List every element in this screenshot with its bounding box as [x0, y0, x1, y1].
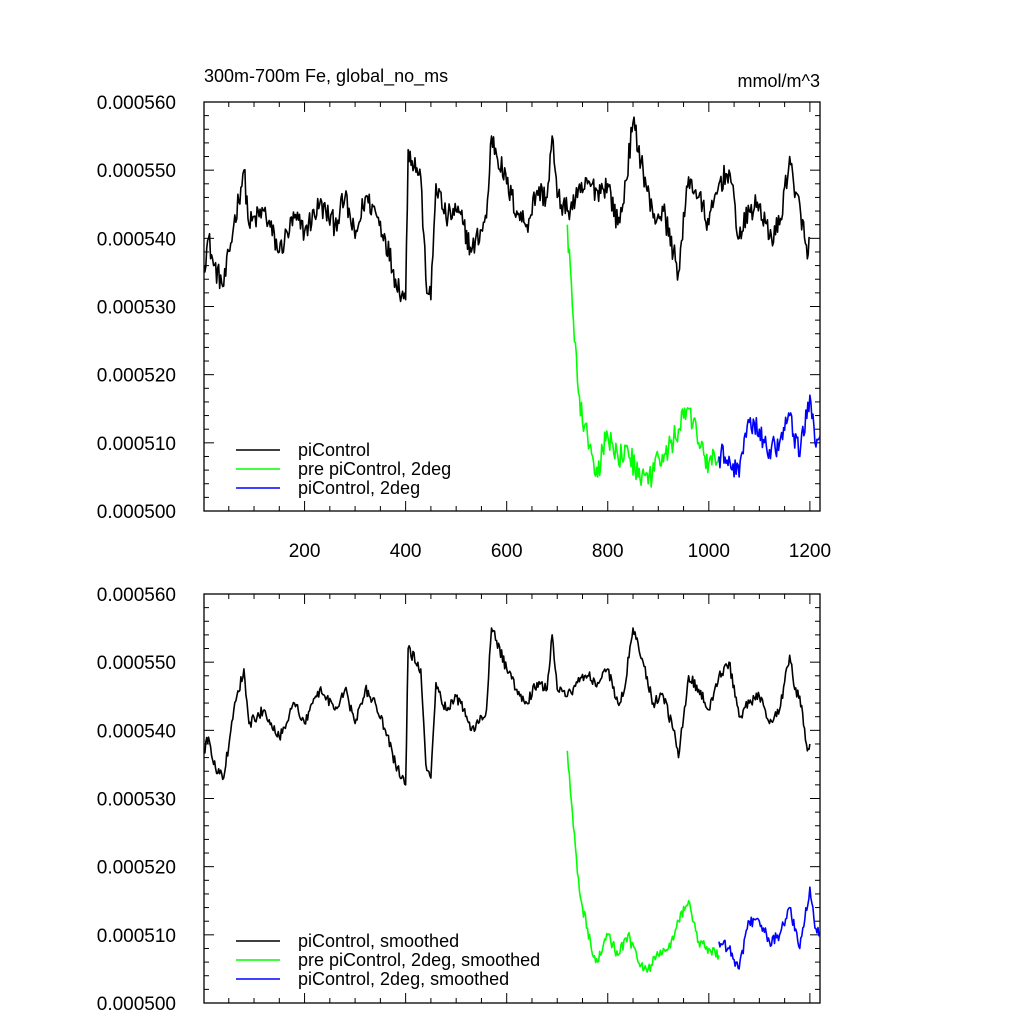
- legend-label: pre piControl, 2deg: [298, 459, 451, 479]
- y-tick-label: 0.000530: [97, 790, 176, 811]
- y-tick-label: 0.000500: [97, 502, 176, 523]
- y-tick-label: 0.000520: [97, 858, 176, 879]
- y-tick-label: 0.000500: [97, 994, 176, 1015]
- series-line: [718, 394, 820, 478]
- y-tick-label: 0.000510: [97, 926, 176, 947]
- series-line: [566, 750, 720, 973]
- bottom-panel: 0.000500 0.000510 0.000520 0.000530 0.000540…: [97, 585, 821, 1015]
- y-tick-label: 0.000540: [97, 229, 176, 250]
- legend-label: piControl, smoothed: [298, 931, 459, 951]
- y-tick-label: 0.000530: [97, 298, 176, 319]
- plot-frame: [203, 593, 821, 1004]
- y-tick-label: 0.000540: [97, 721, 176, 742]
- chart-title: 300m-700m Fe, global_no_ms: [204, 66, 448, 87]
- x-tick-label: 1200: [789, 541, 831, 562]
- y-tick-label: 0.000510: [97, 434, 176, 455]
- units-label: mmol/m^3: [738, 71, 820, 91]
- legend-label: piControl, 2deg: [298, 478, 420, 498]
- x-tick-label: 400: [390, 541, 422, 562]
- y-tick-label: 0.000550: [97, 161, 176, 182]
- series-line: [718, 886, 820, 970]
- x-tick-label: 800: [592, 541, 624, 562]
- series-line: [204, 116, 811, 303]
- legend-label: piControl: [298, 440, 370, 460]
- series-line: [566, 224, 720, 488]
- series-line: [204, 627, 811, 786]
- plot-frame: [203, 101, 821, 512]
- y-tick-label: 0.000520: [97, 366, 176, 387]
- legend-label: pre piControl, 2deg, smoothed: [298, 950, 540, 970]
- x-tick-label: 200: [289, 541, 321, 562]
- x-tick-label: 600: [491, 541, 523, 562]
- legend-label: piControl, 2deg, smoothed: [298, 969, 509, 989]
- y-tick-label: 0.000560: [97, 585, 176, 606]
- y-tick-label: 0.000560: [97, 93, 176, 114]
- y-tick-label: 0.000550: [97, 653, 176, 674]
- top-panel: 0.000500 0.000510 0.000520 0.000530 0.000540…: [97, 93, 831, 562]
- x-tick-label: 1000: [688, 541, 730, 562]
